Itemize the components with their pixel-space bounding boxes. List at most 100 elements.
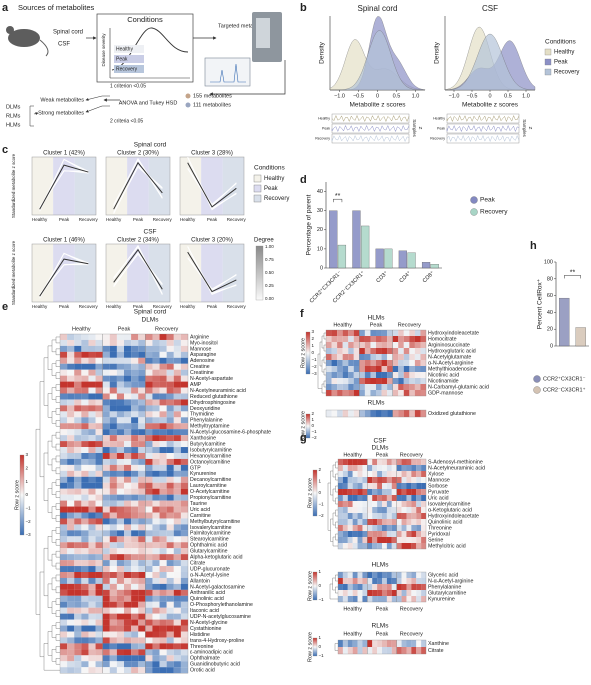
heatmap-cell xyxy=(67,399,75,406)
heatmap-cell xyxy=(357,519,363,526)
heatmap-cell xyxy=(180,369,189,376)
significance-bracket xyxy=(333,198,343,203)
heatmap-cell xyxy=(173,399,181,406)
heatmap-cell xyxy=(131,345,139,352)
heatmap-cell xyxy=(138,607,146,614)
heatmap-cell xyxy=(88,583,96,590)
bar xyxy=(398,250,407,269)
label: −1.0 xyxy=(449,93,460,99)
heatmap-cell xyxy=(364,348,371,355)
heatmap-cell xyxy=(109,601,117,608)
heatmap-cell xyxy=(180,345,189,352)
heatmap-cell xyxy=(102,375,110,382)
heatmap-cell xyxy=(180,595,189,602)
heatmap-cell xyxy=(367,513,373,520)
heatmap-cell xyxy=(416,471,422,478)
heatmap-cell xyxy=(138,572,146,578)
row-label: trans-4-Hydroxy-proline xyxy=(190,638,244,644)
heatmap-cell xyxy=(88,363,96,370)
heatmap-cell xyxy=(180,393,189,400)
heatmap-cell xyxy=(411,495,417,502)
heatmap-cell xyxy=(60,500,68,507)
heatmap-cell xyxy=(95,381,103,388)
label: Recovery xyxy=(315,136,330,140)
heatmap-cell xyxy=(109,494,117,501)
heatmap-cell xyxy=(420,360,427,367)
heatmap-cell xyxy=(159,441,167,448)
heatmap-cell xyxy=(352,489,358,496)
heatmap-cell xyxy=(173,494,181,501)
heatmap-cell xyxy=(74,482,82,489)
heatmap-cell xyxy=(364,390,371,397)
label: Standardized metabolite z score xyxy=(11,153,16,218)
heatmap-cell xyxy=(396,590,402,597)
heatmap-cell xyxy=(352,513,358,520)
heatmap-cell xyxy=(180,363,189,370)
row-label: Kynurenine xyxy=(190,471,216,477)
legend-label: Recovery xyxy=(480,209,508,216)
heatmap-cell xyxy=(124,476,132,483)
heatmap-cell xyxy=(159,399,167,406)
heatmap-cell xyxy=(81,542,89,549)
heatmap-cell xyxy=(109,339,117,346)
colorbar-tick: 1 xyxy=(319,635,322,640)
heatmap-cell xyxy=(359,378,365,385)
plot-frame xyxy=(31,243,97,303)
label: 111 metabolites xyxy=(193,102,231,108)
heatmap-cell xyxy=(124,494,132,501)
label: Targeted metabolomics xyxy=(218,23,275,29)
heatmap-cell xyxy=(138,345,146,352)
heatmap-cell xyxy=(109,572,117,578)
heatmap-cell xyxy=(381,366,388,373)
heatmap-cell xyxy=(124,595,132,602)
label: 2 criteria <0.05 xyxy=(110,118,143,124)
heatmap-cell xyxy=(152,554,160,561)
row-label: Uric acid xyxy=(190,507,210,513)
heatmap-cell xyxy=(416,525,422,532)
heatmap-cell xyxy=(166,601,174,608)
row-label: N-Acetyl-aspartate xyxy=(190,376,233,382)
colorbar-label: Row z score xyxy=(300,411,306,441)
heatmap-cell xyxy=(102,577,110,584)
heatmap-cell xyxy=(398,384,404,391)
cluster-mean xyxy=(187,251,237,293)
heatmap-cell xyxy=(88,494,96,501)
heatmap-cell xyxy=(152,363,160,370)
heatmap-cell xyxy=(116,339,125,346)
heatmap-cell xyxy=(421,507,427,514)
heatmap-cell xyxy=(386,647,392,655)
heatmap-cell xyxy=(353,410,360,418)
heatmap-cell xyxy=(362,471,368,478)
heatmap-cell xyxy=(74,542,82,549)
heatmap-cell xyxy=(353,360,360,367)
heatmap-cell xyxy=(180,387,189,394)
heatmap-cell xyxy=(131,536,139,543)
heatmap-cell xyxy=(391,519,397,526)
heatmap-cell xyxy=(88,470,96,477)
heatmap-cell xyxy=(367,471,373,478)
heatmap-cell xyxy=(359,360,365,367)
heatmap-cell xyxy=(152,381,160,388)
heatmap-cell xyxy=(353,348,360,355)
heatmap-cell xyxy=(109,631,117,638)
heatmap-cell xyxy=(381,372,388,379)
y-tick-label: 60 xyxy=(547,293,553,299)
heatmap-cell xyxy=(421,501,427,508)
heatmap-cell xyxy=(403,390,410,397)
heatmap-cell xyxy=(337,410,343,418)
heatmap-cell xyxy=(416,489,422,496)
row-label: Carnitine xyxy=(190,513,211,519)
heatmap-cell xyxy=(377,513,383,520)
heatmap-cell xyxy=(391,531,397,538)
heatmap-cell xyxy=(131,607,139,614)
heatmap-cell xyxy=(152,530,160,537)
column-label: Recovery xyxy=(398,322,421,328)
heatmap-cell xyxy=(362,501,368,508)
heatmap-cell xyxy=(173,375,181,382)
heatmap-cell xyxy=(116,334,125,340)
heatmap-cell xyxy=(81,649,89,656)
heatmap-cell xyxy=(145,417,153,424)
heatmap-cell xyxy=(391,459,397,466)
heatmap-cell xyxy=(67,381,75,388)
heatmap-cell xyxy=(74,393,82,400)
